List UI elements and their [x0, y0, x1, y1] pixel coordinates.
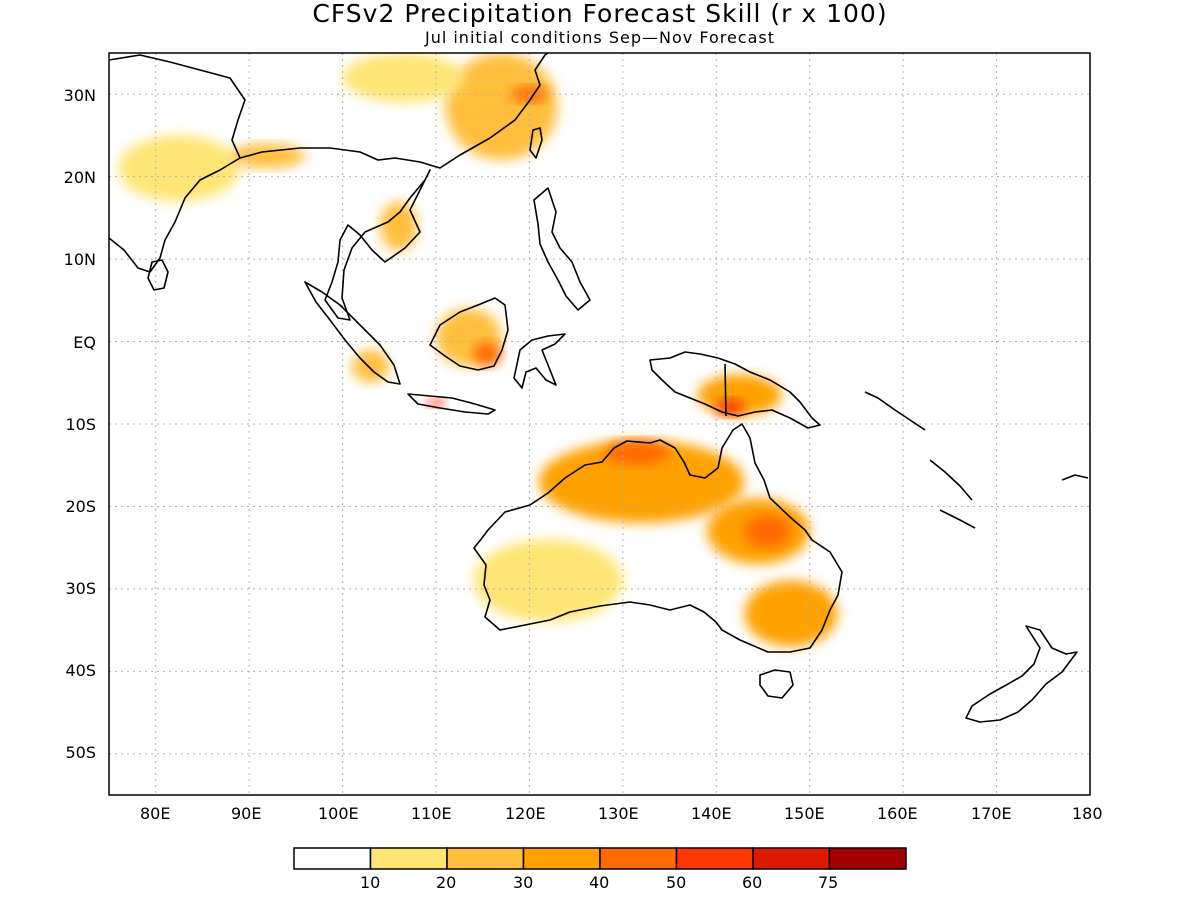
- lat-label: 30N: [63, 86, 96, 105]
- lon-label: 110E: [411, 804, 452, 823]
- colorbar-swatch: [599, 847, 678, 870]
- colorbar-label: 30: [513, 873, 534, 892]
- colorbar-swatch: [369, 847, 448, 870]
- lat-label: 50S: [65, 743, 96, 762]
- coast-sumatra: [304, 281, 401, 385]
- skill-region: [118, 135, 240, 202]
- skill-region: [445, 53, 558, 161]
- lon-label: 80E: [140, 804, 171, 823]
- lon-label: 140E: [691, 804, 732, 823]
- skill-region: [744, 580, 838, 647]
- colorbar-swatch: [675, 847, 754, 870]
- skill-region: [342, 53, 465, 103]
- lat-label: 10N: [63, 250, 96, 269]
- coast-taiwan: [529, 127, 543, 159]
- lon-label: 160E: [877, 804, 918, 823]
- lat-label: 20N: [63, 168, 96, 187]
- lat-label: 40S: [65, 661, 96, 680]
- lon-label: 100E: [318, 804, 359, 823]
- skill-region: [538, 440, 745, 523]
- colorbar-swatch: [446, 847, 525, 870]
- coast-sulawesi: [513, 333, 566, 389]
- coast-philippines: [533, 187, 591, 311]
- skill-region: [744, 514, 792, 548]
- colorbar-swatch: [752, 847, 831, 870]
- colorbar: [293, 847, 907, 870]
- skill-region: [426, 399, 446, 408]
- colorbar-label: 75: [818, 873, 839, 892]
- lon-label: 90E: [231, 804, 262, 823]
- skill-shading-layer: [118, 53, 838, 647]
- colorbar-swatch: [828, 847, 907, 870]
- colorbar-label: 20: [436, 873, 457, 892]
- colorbar-label: 10: [360, 873, 381, 892]
- border-png: [724, 363, 727, 417]
- skill-region: [351, 349, 390, 383]
- coast-australia: [473, 423, 843, 653]
- coast-pacific-islands: [864, 391, 1089, 529]
- skill-region: [604, 440, 670, 466]
- skill-region: [473, 539, 623, 622]
- colorbar-swatch: [522, 847, 601, 870]
- coast-borneo: [429, 297, 509, 371]
- lon-label: 150E: [784, 804, 825, 823]
- lat-label: 20S: [65, 497, 96, 516]
- lon-label: 180: [1072, 804, 1103, 823]
- lat-label: 30S: [65, 579, 96, 598]
- colorbar-label: 40: [589, 873, 610, 892]
- skill-region: [230, 143, 306, 169]
- coastlines: [109, 53, 1089, 723]
- colorbar-swatch: [293, 847, 372, 870]
- skill-region: [379, 201, 418, 251]
- lon-label: 170E: [971, 804, 1012, 823]
- lat-label: EQ: [73, 333, 96, 352]
- colorbar-label: 60: [742, 873, 763, 892]
- chart-title: CFSv2 Precipitation Forecast Skill (r x …: [312, 0, 888, 28]
- skill-region: [473, 341, 502, 367]
- coast-tasmania: [759, 669, 794, 699]
- lon-label: 120E: [505, 804, 546, 823]
- coast-asia-mainland: [109, 53, 549, 321]
- coast-sri-lanka: [147, 259, 169, 291]
- coast-new-guinea: [649, 351, 821, 429]
- plot-frame: [108, 52, 1091, 796]
- lon-label: 130E: [598, 804, 639, 823]
- colorbar-label: 50: [666, 873, 687, 892]
- coast-java: [407, 393, 496, 415]
- coast-new-zealand: [965, 625, 1078, 723]
- lat-label: 10S: [65, 415, 96, 434]
- gridlines: [109, 53, 1090, 795]
- chart-subtitle: Jul initial conditions Sep—Nov Forecast: [424, 28, 776, 47]
